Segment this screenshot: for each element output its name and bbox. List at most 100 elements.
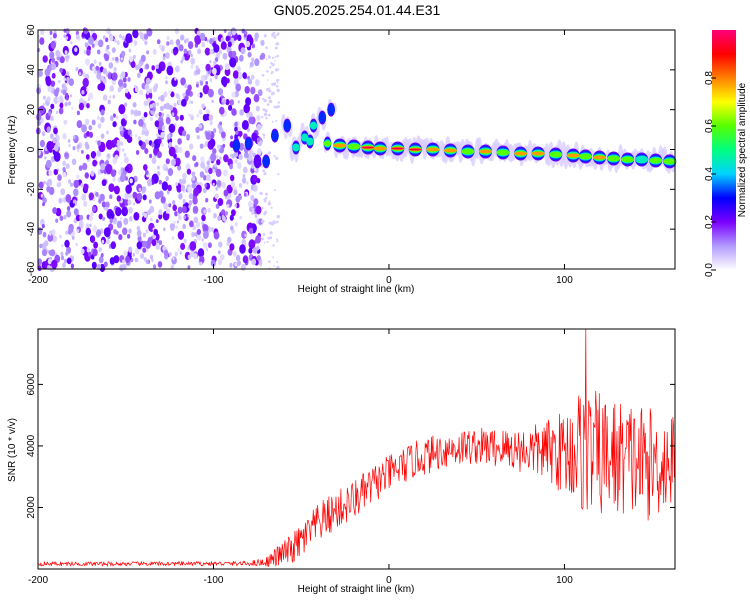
spectrogram-noise-blob bbox=[127, 199, 132, 206]
spectrogram-noise-blob bbox=[166, 133, 171, 140]
spectrogram-noise-blob bbox=[138, 140, 143, 146]
spectrogram-noise-blob bbox=[50, 103, 55, 110]
spectrogram-noise-blob bbox=[133, 119, 137, 125]
spectrogram-noise-blob bbox=[175, 225, 178, 229]
spectrogram-noise-blob bbox=[180, 59, 183, 64]
spectrogram-noise-blob bbox=[105, 238, 110, 245]
spectrogram-ridge-point bbox=[621, 156, 635, 163]
spectrogram-ridge-point bbox=[566, 153, 580, 158]
spectrogram-noise-blob bbox=[241, 28, 245, 34]
spectrogram-noise-blob bbox=[75, 34, 80, 40]
spectrogram-noise-blob bbox=[204, 74, 208, 81]
spectrogram-noise-blob bbox=[263, 136, 265, 139]
spectrogram-signal-ridge bbox=[232, 99, 677, 174]
spectrogram-noise-blob bbox=[201, 103, 205, 109]
spectrogram-noise-blob bbox=[188, 100, 192, 105]
spectrogram-ridge-point bbox=[323, 140, 332, 147]
spectrogram-noise-blob bbox=[41, 131, 46, 137]
spectrogram-noise-blob bbox=[45, 77, 52, 87]
spectrogram-noise-blob bbox=[152, 106, 156, 112]
spectrogram-noise-blob bbox=[86, 247, 91, 253]
spectrogram-ridge-point bbox=[408, 148, 422, 151]
spectrogram-noise-blob bbox=[191, 231, 195, 238]
spectrogram-noise-blob bbox=[203, 175, 207, 181]
spectrogram-x-tick-label: -100 bbox=[203, 275, 223, 286]
spectrogram-noise-blob bbox=[257, 89, 263, 97]
spectrogram-noise-blob bbox=[81, 149, 84, 154]
spectrogram-noise-blob bbox=[260, 237, 264, 241]
snr-background bbox=[38, 329, 675, 569]
spectrogram-noise-blob bbox=[92, 66, 96, 71]
spectrogram-noise-blob bbox=[213, 60, 217, 66]
spectrogram-noise-blob bbox=[63, 28, 67, 33]
spectrogram-noise-blob bbox=[154, 120, 160, 128]
spectrogram-ridge-point bbox=[514, 151, 528, 156]
spectrogram-ridge-point bbox=[283, 120, 292, 132]
spectrogram-noise-blob bbox=[51, 259, 58, 269]
spectrogram-noise-blob bbox=[144, 40, 148, 46]
spectrogram-noise-blob bbox=[96, 115, 100, 121]
spectrogram-noise-blob bbox=[70, 182, 74, 187]
snr-panel: -200 -100 0 100 2000 4000 6000 Height of strai… bbox=[7, 328, 676, 595]
spectrogram-noise-blob bbox=[71, 158, 77, 166]
spectrogram-noise-blob bbox=[123, 153, 127, 157]
spectrogram-noise-blob bbox=[216, 180, 222, 187]
spectrogram-ridge-point bbox=[649, 157, 663, 164]
spectrogram-noise-blob bbox=[264, 210, 268, 214]
spectrogram-noise-blob bbox=[166, 190, 170, 195]
spectrogram-noise-blob bbox=[234, 121, 238, 127]
spectrogram-noise-blob bbox=[264, 196, 268, 200]
spectrogram-noise-blob bbox=[152, 49, 157, 55]
spectrogram-noise-blob bbox=[135, 64, 139, 71]
spectrogram-noise-blob bbox=[166, 41, 170, 46]
spectrogram-noise-blob bbox=[71, 235, 75, 240]
spectrogram-noise-blob bbox=[213, 128, 217, 133]
spectrogram-noise-blob bbox=[81, 124, 87, 133]
spectrogram-noise-blob bbox=[231, 108, 237, 116]
spectrogram-noise-blob bbox=[243, 33, 247, 38]
spectrogram-noise-blob bbox=[186, 168, 192, 175]
spectrogram-noise-blob bbox=[76, 120, 83, 129]
spectrogram-noise-blob bbox=[88, 92, 94, 100]
spectrogram-noise-blob bbox=[272, 256, 275, 258]
spectrogram-noise-blob bbox=[46, 186, 51, 193]
spectrogram-noise-blob bbox=[129, 56, 134, 63]
spectrogram-noise-blob bbox=[203, 209, 207, 214]
spectrogram-noise-blob bbox=[55, 218, 59, 223]
spectrogram-noise-blob bbox=[60, 188, 66, 196]
spectrogram-noise-blob bbox=[210, 227, 215, 232]
spectrogram-noise-blob bbox=[194, 35, 202, 45]
spectrogram-noise-blob bbox=[109, 35, 114, 42]
spectrogram-noise-blob bbox=[110, 169, 117, 177]
spectrogram-noise-blob bbox=[75, 214, 81, 222]
spectrogram-noise-blob bbox=[205, 197, 209, 203]
spectrogram-noise-blob bbox=[177, 138, 182, 145]
spectrogram-noise-blob bbox=[103, 227, 111, 238]
spectrogram-noise-blob bbox=[123, 217, 129, 225]
spectrogram-noise-blob bbox=[124, 165, 129, 172]
spectrogram-ridge-point bbox=[426, 147, 440, 152]
spectrogram-noise-blob bbox=[78, 72, 82, 76]
spectrogram-noise-blob bbox=[62, 262, 66, 268]
spectrogram-ridge-point bbox=[531, 151, 545, 156]
spectrogram-noise-blob bbox=[231, 29, 236, 35]
spectrogram-noise-blob bbox=[276, 54, 280, 58]
spectrogram-noise-blob bbox=[237, 34, 242, 41]
spectrogram-ridge-point bbox=[607, 155, 621, 162]
spectrogram-noise-blob bbox=[192, 253, 198, 260]
spectrogram-noise-blob bbox=[111, 72, 118, 81]
spectrogram-noise-blob bbox=[156, 39, 161, 45]
spectrogram-noise-blob bbox=[256, 148, 262, 156]
spectrogram-noise-blob bbox=[270, 206, 273, 209]
spectrogram-noise-blob bbox=[199, 124, 202, 129]
spectrogram-noise-blob bbox=[42, 231, 47, 238]
spectrogram-noise-blob bbox=[251, 210, 255, 216]
spectrogram-noise-blob bbox=[240, 263, 246, 271]
spectrogram-noise-blob bbox=[268, 260, 271, 263]
snr-x-tick-label: 100 bbox=[556, 575, 573, 586]
spectrogram-noise-blob bbox=[39, 139, 46, 148]
spectrogram-noise-blob bbox=[212, 37, 216, 41]
spectrogram-noise-blob bbox=[272, 244, 275, 247]
spectrogram-noise-blob bbox=[264, 109, 268, 113]
spectrogram-noise-blob bbox=[249, 61, 254, 68]
